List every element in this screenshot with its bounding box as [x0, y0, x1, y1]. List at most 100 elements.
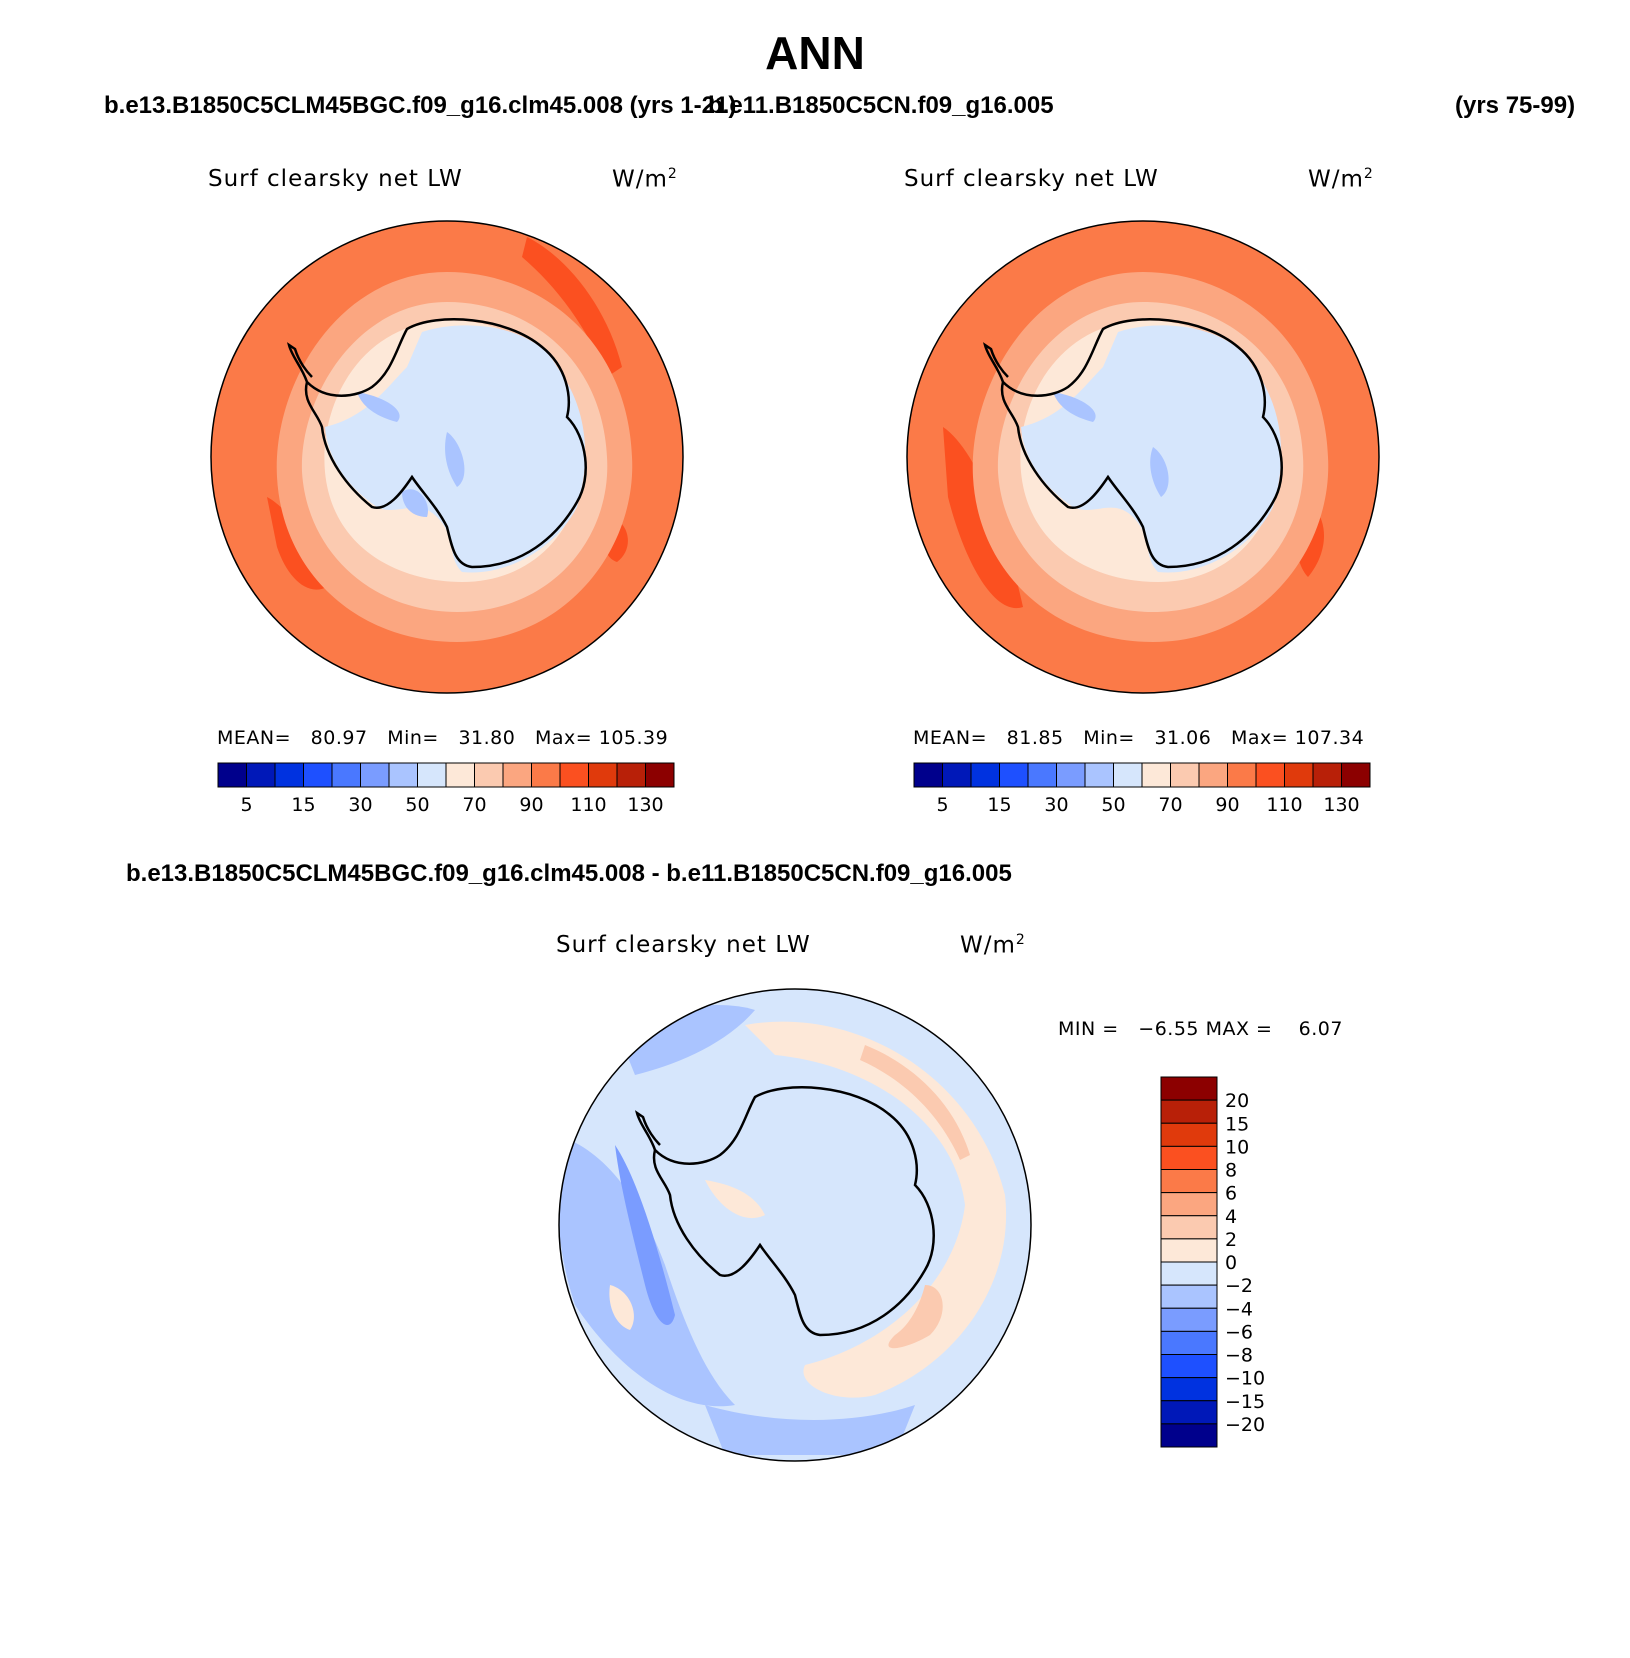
colorbar1-swatch-13	[588, 762, 618, 788]
diff-outline	[558, 988, 1032, 1462]
colorbar-panel1: 5 15 30 50 70 90 110 130	[217, 762, 675, 816]
diff-colorbar-swatch-6	[1160, 1215, 1218, 1240]
colorbar2-swatch-11	[1227, 762, 1257, 788]
diff-variable-label: Surf clearsky net LW	[556, 932, 811, 958]
colorbar2-swatch-8	[1141, 762, 1171, 788]
panel1-max-label: Max=	[534, 727, 593, 749]
diff-stats: MIN = −6.55 MAX = 6.07	[1058, 1018, 1343, 1040]
colorbar2-swatch-5	[1056, 762, 1086, 788]
diff-neg-south	[705, 1405, 915, 1455]
diff-colorbar-swatch-0	[1160, 1076, 1218, 1101]
panel2-variable-label: Surf clearsky net LW	[904, 166, 1159, 192]
diff-coastline	[652, 1086, 935, 1337]
diff-max-label: MAX =	[1205, 1018, 1273, 1040]
diff-colorbar-swatch-11	[1160, 1330, 1218, 1355]
colorbar1-swatch-11	[531, 762, 561, 788]
panel2-stats: MEAN= 81.85 Min= 31.06 Max= 107.34	[913, 727, 1364, 749]
panel2-min-value: 31.06	[1154, 727, 1212, 749]
diff-colorbar-tick-label: −10	[1225, 1368, 1265, 1390]
diff-pos-strong-se	[888, 1285, 943, 1349]
colorbar2-swatch-0	[913, 762, 943, 788]
panel1-stats: MEAN= 80.97 Min= 31.80 Max= 105.39	[217, 727, 668, 749]
map2-continent	[1021, 325, 1282, 573]
colorbar2-swatch-3	[999, 762, 1029, 788]
panel2-mean-label: MEAN=	[913, 727, 988, 749]
colorbar1-tick-label: 50	[405, 794, 429, 816]
panel1-min-value: 31.80	[458, 727, 516, 749]
colorbar2-tick-label: 15	[987, 794, 1011, 816]
colorbar1-tick-label: 70	[462, 794, 486, 816]
diff-colorbar-tick-label: 0	[1225, 1252, 1237, 1274]
colorbar2-swatch-6	[1084, 762, 1114, 788]
colorbar2-swatch-15	[1341, 762, 1371, 788]
map1-hot-patch-ne	[522, 237, 622, 377]
case-title-right: b.e11.B1850C5CN.f09_g16.005	[708, 92, 1054, 119]
panel2-max-label: Max=	[1230, 727, 1289, 749]
colorbar2-swatch-9	[1170, 762, 1200, 788]
diff-colorbar-swatch-14	[1160, 1400, 1218, 1425]
colorbar2-tick-label: 50	[1101, 794, 1125, 816]
colorbar2-swatch-13	[1284, 762, 1314, 788]
colorbar1-swatch-3	[303, 762, 333, 788]
panel1-max-value: 105.39	[598, 727, 669, 749]
diff-colorbar-swatch-10	[1160, 1307, 1218, 1332]
map-diff	[558, 988, 1032, 1462]
colorbar1-swatch-14	[616, 762, 646, 788]
panel2-units-label: W/m2	[1308, 166, 1374, 193]
colorbar2-tick-label: 30	[1044, 794, 1068, 816]
diff-case-title: b.e13.B1850C5CLM45BGC.f09_g16.clm45.008 …	[126, 860, 1012, 887]
diff-colorbar-swatch-1	[1160, 1099, 1218, 1124]
panel2-max-value: 107.34	[1294, 727, 1365, 749]
panel1-mean-value: 80.97	[310, 727, 368, 749]
colorbar1-swatch-1	[246, 762, 276, 788]
diff-colorbar-swatch-2	[1160, 1122, 1218, 1147]
colorbar1-swatch-4	[331, 762, 361, 788]
panel2-mean-value: 81.85	[1006, 727, 1064, 749]
diff-colorbar-tick-label: 6	[1225, 1183, 1237, 1205]
diff-colorbar-swatch-15	[1160, 1423, 1218, 1448]
colorbar-panel2: 5 15 30 50 70 90 110 130	[913, 762, 1371, 816]
diff-colorbar-tick-label: 20	[1225, 1090, 1249, 1112]
colorbar1-swatch-15	[645, 762, 675, 788]
map1-coastline	[304, 318, 587, 569]
panel2-min-label: Min=	[1083, 727, 1135, 749]
diff-colorbar-tick-label: −6	[1225, 1321, 1253, 1343]
colorbar2-tick-label: 110	[1266, 794, 1302, 816]
colorbar1-swatch-2	[274, 762, 304, 788]
colorbar2-swatch-10	[1198, 762, 1228, 788]
diff-colorbar-swatch-4	[1160, 1169, 1218, 1194]
diff-continent	[673, 1093, 934, 1341]
diff-colorbar-tick-label: −15	[1225, 1391, 1265, 1413]
colorbar1-swatch-6	[388, 762, 418, 788]
diff-colorbar-swatch-8	[1160, 1261, 1218, 1286]
map2-outline	[906, 220, 1380, 694]
colorbar2-swatch-7	[1113, 762, 1143, 788]
diff-pos-strong-ne	[860, 1045, 970, 1160]
diff-colorbar-swatch-5	[1160, 1192, 1218, 1217]
colorbar2-swatch-1	[942, 762, 972, 788]
colorbar2-swatch-2	[970, 762, 1000, 788]
map2-low-patch-2	[1053, 392, 1096, 422]
diff-colorbar-tick-label: 10	[1225, 1136, 1249, 1158]
map-panel1	[210, 220, 684, 694]
diff-colorbar-tick-label: −2	[1225, 1275, 1253, 1297]
colorbar2-tick-label: 130	[1323, 794, 1359, 816]
colorbar2-tick-label: 70	[1158, 794, 1182, 816]
colorbar2-swatch-14	[1312, 762, 1342, 788]
panel1-variable-label: Surf clearsky net LW	[208, 166, 463, 192]
diff-neg-strong-west	[615, 1145, 675, 1325]
colorbar1-tick-label: 30	[348, 794, 372, 816]
diff-colorbar-swatch-13	[1160, 1377, 1218, 1402]
map1-low-patch-3	[402, 489, 428, 517]
map1-low-patch-2	[357, 392, 400, 422]
diff-colorbar-swatch-7	[1160, 1238, 1218, 1263]
colorbar1-tick-label: 130	[627, 794, 663, 816]
diff-max-value: 6.07	[1298, 1018, 1343, 1040]
map1-peninsula	[287, 342, 313, 383]
diff-colorbar-tick-label: 8	[1225, 1160, 1237, 1182]
diff-colorbar-swatch-9	[1160, 1284, 1218, 1309]
case-title-left: b.e13.B1850C5CLM45BGC.f09_g16.clm45.008 …	[104, 92, 737, 119]
colorbar2-tick-label: 5	[936, 794, 948, 816]
diff-colorbar-tick-label: −4	[1225, 1298, 1253, 1320]
map2-coastline	[1000, 318, 1283, 569]
